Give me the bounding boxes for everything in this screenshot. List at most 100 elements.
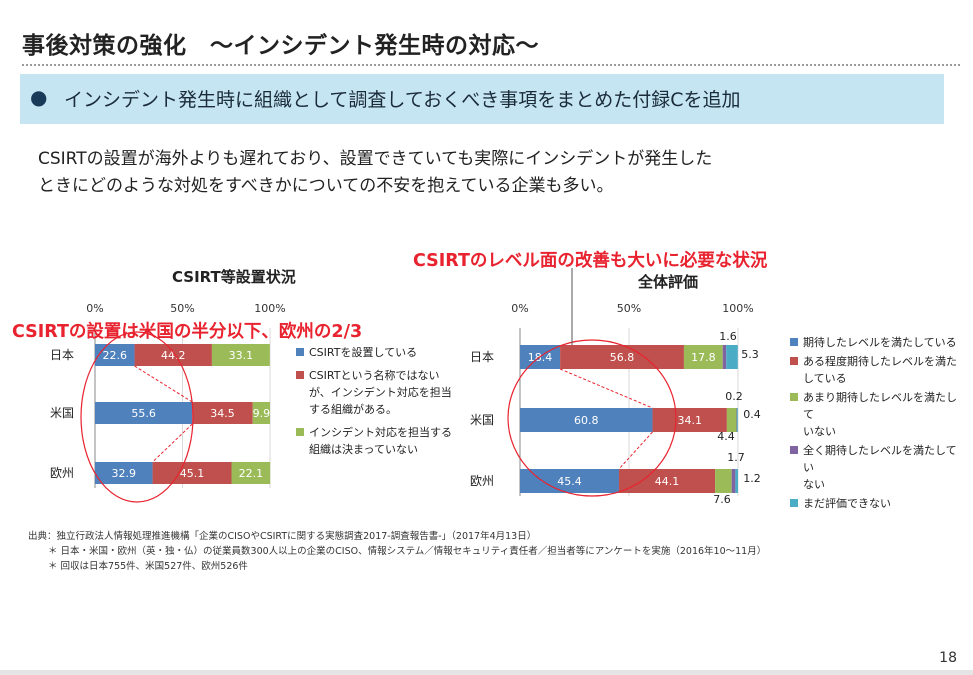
- chart-1-bar-segment: [560, 345, 684, 369]
- chart-1-bar-segment: [618, 469, 716, 493]
- banner-text: インシデント発生時に組織として調査しておくべき事項をまとめた付録Cを追加: [64, 89, 741, 111]
- source-note: 出典：独立行政法人情報処理推進機構「企業のCISOやCSIRTに関する実態調査2…: [28, 531, 537, 542]
- chart-0-data-label: 45.1: [180, 467, 205, 480]
- chart-1-bar-segment: [715, 469, 732, 493]
- chart-0-data-label: 22.6: [103, 349, 128, 362]
- legend-entry: あまり期待したレベルを満たしていない: [790, 389, 965, 440]
- chart-1-bar-segment: [736, 408, 738, 432]
- chart-1-tick-label: 0%: [511, 302, 528, 315]
- highlight-ellipse-right: [507, 339, 677, 497]
- chart-1-bar-segment: [736, 408, 738, 432]
- chart-0-tick-label: 100%: [254, 302, 285, 315]
- legend-entry: CSIRTを設置している: [296, 344, 471, 361]
- bottom-bar: [0, 670, 973, 675]
- chart-title-setup: CSIRT等設置状況: [172, 268, 296, 286]
- chart-1-category-label: 日本: [470, 350, 494, 364]
- chart-0-data-label: 9.9: [253, 407, 271, 420]
- chart-1-bar-segment: [726, 408, 737, 432]
- survey-note: ＊ 日本・米国・欧州（英・独・仏）の従業員数300人以上の企業のCISO、情報シ…: [48, 546, 767, 557]
- title-divider: [22, 64, 960, 66]
- chart-1-bar-segment: [683, 345, 723, 369]
- chart-1-data-label: 4.4: [717, 430, 735, 443]
- chart-0-bar-segment: [252, 402, 270, 424]
- legend-label: ある程度期待したレベルを満た している: [803, 353, 957, 387]
- chart-1-data-label: 1.2: [743, 472, 761, 485]
- callout-setup-comparison: CSIRTの設置は米国の半分以下、欧州の2/3: [12, 322, 363, 342]
- chart-1-data-label: 45.4: [557, 475, 582, 488]
- highlight-ellipse-left: [80, 331, 194, 503]
- chart-1-data-label: 0.2: [725, 390, 743, 403]
- body-line-1: CSIRTの設置が海外よりも遅れており、設置できていても実際にインシデントが発生…: [38, 149, 713, 169]
- legend-label-line: インシデント対応を担当する: [309, 426, 452, 439]
- chart-0-data-label: 44.2: [161, 349, 186, 362]
- chart-0-bar-segment: [152, 462, 232, 484]
- chart-1-data-label: 7.6: [713, 493, 731, 506]
- legend-swatch: [296, 371, 304, 379]
- chart-0-tick-label: 0%: [86, 302, 103, 315]
- connector-line-3: [559, 368, 653, 409]
- chart-0-data-label: 34.5: [210, 407, 235, 420]
- chart-0-tick-label: 50%: [170, 302, 194, 315]
- chart-0-data-label: 33.1: [229, 349, 254, 362]
- connector-line-4: [618, 431, 653, 470]
- chart-0-bar-segment: [134, 344, 212, 366]
- chart-1-data-label: 44.1: [655, 475, 680, 488]
- chart-1-bar-segment: [731, 469, 736, 493]
- chart-1-data-label: 34.1: [677, 414, 702, 427]
- legend-label-line: CSIRTを設置している: [309, 346, 418, 359]
- legend-label-line: する組織がある。: [309, 403, 397, 416]
- legend-swatch: [790, 357, 798, 365]
- legend-label-line: している: [803, 372, 847, 385]
- chart-0-category-label: 欧州: [50, 466, 74, 480]
- legend-swatch: [296, 348, 304, 356]
- chart-1-bar-segment: [726, 345, 738, 369]
- chart-0-category-label: 米国: [50, 406, 74, 420]
- legend-label-line: 全く期待したレベルを満たしてい: [803, 444, 957, 474]
- chart-title-evaluation: 全体評価: [638, 273, 699, 291]
- chart-1-bar-segment: [652, 408, 727, 432]
- legend-label: 期待したレベルを満たしている: [803, 334, 957, 351]
- chart-0-data-label: 55.6: [131, 407, 156, 420]
- legend-evaluation: 期待したレベルを満たしている ある程度期待したレベルを満た している あまり期待したレ…: [790, 334, 965, 514]
- legend-setup: CSIRTを設置している CSIRTという名称ではない が、インシデント対応を担当す…: [296, 344, 471, 464]
- legend-entry: ある程度期待したレベルを満た している: [790, 353, 965, 387]
- highlight-banner: [20, 74, 944, 124]
- chart-1-data-label: 18.4: [528, 351, 553, 364]
- legend-label-line: が、インシデント対応を担当: [309, 386, 452, 399]
- banner-bullet-icon: ●: [30, 85, 48, 109]
- chart-1-data-label: 0.4: [743, 408, 761, 421]
- chart-1-tick-label: 50%: [617, 302, 641, 315]
- chart-0-category-label: 日本: [50, 348, 74, 362]
- chart-0-bar-segment: [211, 344, 270, 366]
- chart-1-bar-segment: [735, 469, 738, 493]
- chart-0-bar-segment: [95, 344, 135, 366]
- chart-1-data-label: 5.3: [741, 348, 759, 361]
- legend-swatch: [296, 428, 304, 436]
- chart-1-bar-segment: [520, 408, 653, 432]
- legend-label-line: ある程度期待したレベルを満た: [803, 355, 957, 368]
- body-paragraph: CSIRTの設置が海外よりも遅れており、設置できていても実際にインシデントが発生…: [38, 146, 938, 200]
- legend-label-line: いない: [803, 425, 836, 438]
- chart-1-data-label: 56.8: [610, 351, 635, 364]
- chart-1-data-label: 17.8: [691, 351, 716, 364]
- legend-label-line: 期待したレベルを満たしている: [803, 336, 957, 349]
- legend-label-line: あまり期待したレベルを満たして: [803, 391, 957, 421]
- chart-0-data-label: 22.1: [239, 467, 264, 480]
- chart-1-bar-segment: [520, 469, 619, 493]
- legend-label: インシデント対応を担当する 組織は決まっていない: [309, 424, 452, 458]
- slide-title: 事後対策の強化 ～インシデント発生時の対応～: [22, 33, 539, 59]
- legend-label: 全く期待したレベルを満たしていない: [803, 442, 965, 493]
- legend-label-line: ない: [803, 478, 825, 491]
- legend-swatch: [790, 338, 798, 346]
- chart-1-plot: 0% 50% 100% 日本 18.4 56.8 17.81.6 5.3 米国 60.8 34.1 4…: [470, 302, 761, 506]
- legend-entry: 全く期待したレベルを満たしていない: [790, 442, 965, 493]
- callout-level-improvement: CSIRTのレベル面の改善も大いに必要な状況: [413, 251, 768, 271]
- page-number: 18: [939, 650, 957, 666]
- chart-1-category-label: 欧州: [470, 474, 494, 488]
- legend-entry: CSIRTという名称ではない が、インシデント対応を担当 する組織がある。: [296, 367, 471, 418]
- legend-label: まだ評価できない: [803, 495, 891, 512]
- legend-entry: まだ評価できない: [790, 495, 965, 512]
- body-line-2: ときにどのような対処をすべきかについての不安を抱えている企業も多い。: [38, 176, 614, 196]
- chart-1-bar-segment: [722, 345, 727, 369]
- legend-label: CSIRTを設置している: [309, 344, 417, 361]
